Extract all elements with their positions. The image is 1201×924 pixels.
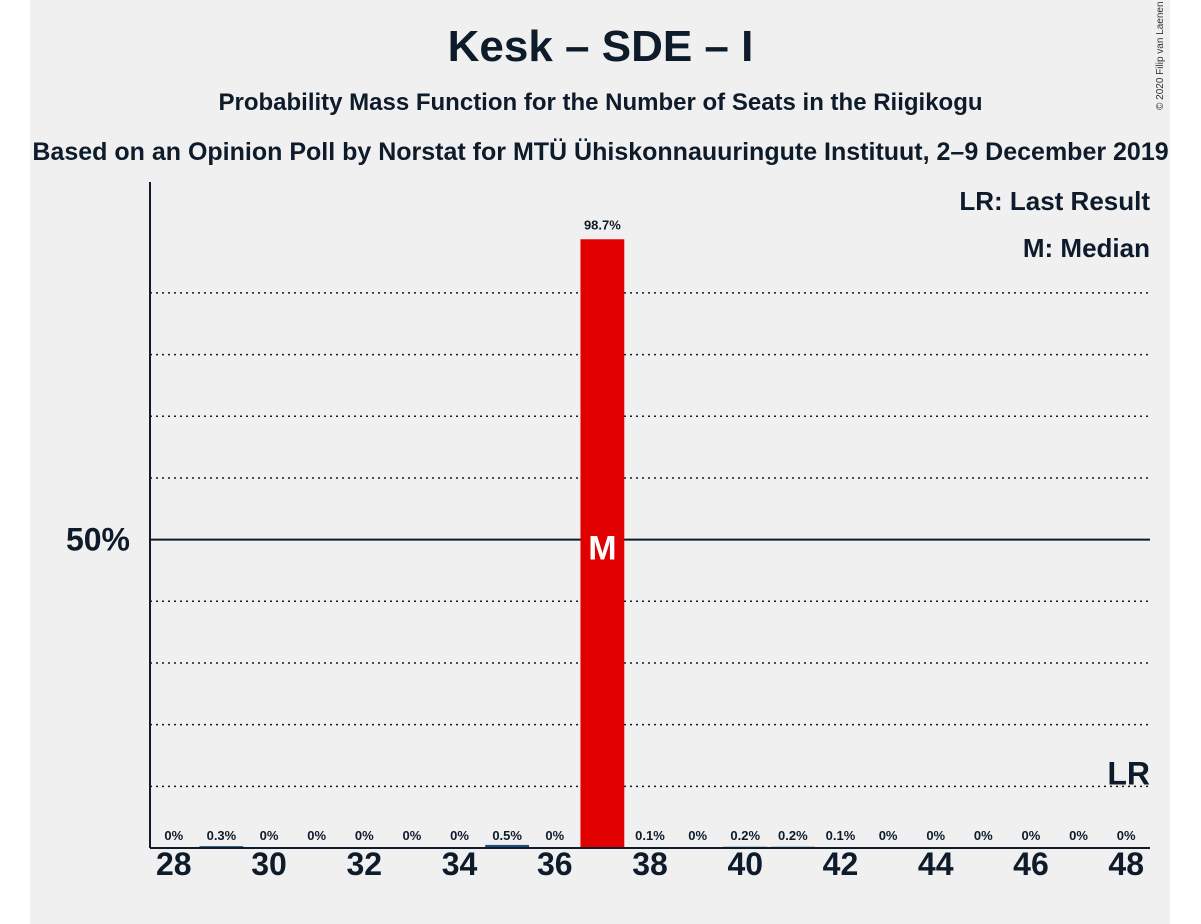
x-tick-42: 42 <box>823 846 859 882</box>
x-tick-38: 38 <box>632 846 668 882</box>
value-label-45: 0% <box>974 828 993 843</box>
value-label-28: 0% <box>164 828 183 843</box>
bar-37 <box>580 239 625 848</box>
value-label-37: 98.7% <box>584 217 621 232</box>
value-label-36: 0% <box>545 828 564 843</box>
x-axis-ticks: 28 30 32 34 36 38 40 42 44 46 48 <box>156 846 1144 882</box>
value-label-41: 0.2% <box>778 828 808 843</box>
chart-title: Kesk – SDE – I <box>447 22 754 71</box>
value-label-48: 0% <box>1117 828 1136 843</box>
value-label-44: 0% <box>926 828 945 843</box>
value-label-40: 0.2% <box>730 828 760 843</box>
x-tick-28: 28 <box>156 846 192 882</box>
value-label-39: 0% <box>688 828 707 843</box>
bar-35 <box>485 844 530 848</box>
x-tick-30: 30 <box>251 846 287 882</box>
legend-last-result: LR: Last Result <box>959 186 1150 216</box>
chart-source: Based on an Opinion Poll by Norstat for … <box>32 138 1169 166</box>
y-tick-label-50: 50% <box>66 522 130 558</box>
value-labels: 0% 0.3% 0% 0% 0% 0% 0% 0.5% 0% 98.7% M 0.1% 0% 0.2% 0.… <box>164 217 1150 843</box>
value-label-30: 0% <box>260 828 279 843</box>
value-label-32: 0% <box>355 828 374 843</box>
value-label-38: 0.1% <box>635 828 665 843</box>
gridlines <box>150 292 1150 788</box>
value-label-33: 0% <box>403 828 422 843</box>
median-marker: M <box>588 530 616 568</box>
value-label-47: 0% <box>1069 828 1088 843</box>
x-tick-46: 46 <box>1013 846 1049 882</box>
value-label-43: 0% <box>879 828 898 843</box>
value-label-42: 0.1% <box>826 828 856 843</box>
x-tick-44: 44 <box>918 846 954 882</box>
value-label-34: 0% <box>450 828 469 843</box>
x-tick-36: 36 <box>537 846 573 882</box>
x-tick-34: 34 <box>442 846 478 882</box>
last-result-marker: LR <box>1107 755 1150 791</box>
chart-subtitle: Probability Mass Function for the Number… <box>218 89 983 116</box>
legend-median: M: Median <box>1023 233 1150 263</box>
x-tick-40: 40 <box>727 846 763 882</box>
value-label-31: 0% <box>307 828 326 843</box>
value-label-35: 0.5% <box>492 828 522 843</box>
bars <box>199 239 863 849</box>
value-label-29: 0.3% <box>207 828 237 843</box>
x-tick-32: 32 <box>346 846 382 882</box>
x-tick-48: 48 <box>1108 846 1144 882</box>
value-label-46: 0% <box>1022 828 1041 843</box>
